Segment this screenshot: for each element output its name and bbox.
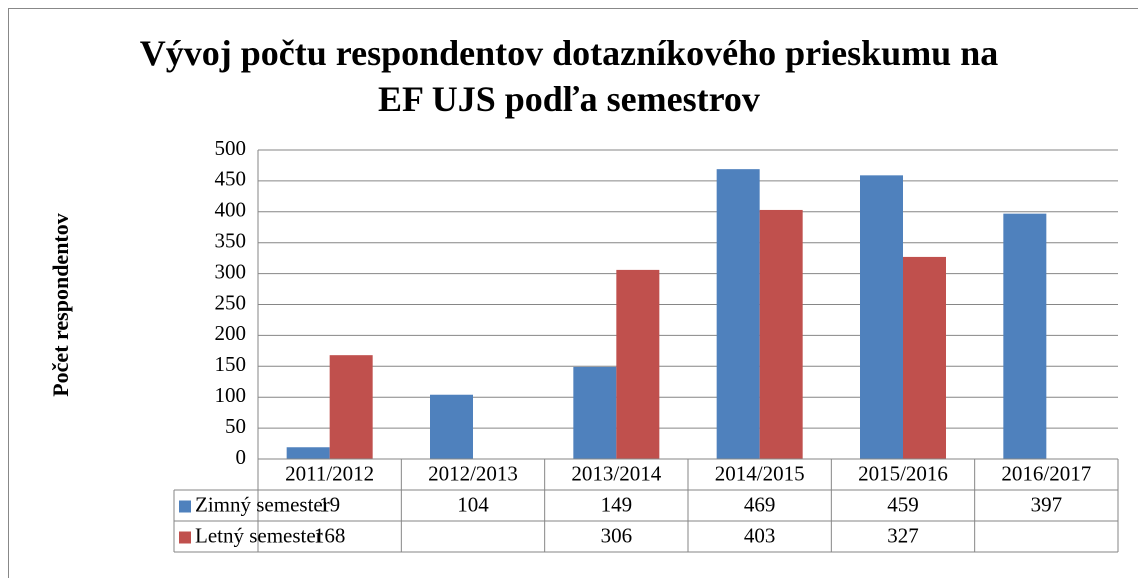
table-value: 469 bbox=[744, 492, 776, 516]
table-value: 403 bbox=[744, 523, 776, 547]
bar bbox=[573, 366, 617, 459]
y-tick-label: 500 bbox=[215, 136, 247, 160]
bar bbox=[430, 394, 473, 459]
bar bbox=[759, 209, 803, 459]
legend-label: Zimný semester bbox=[195, 492, 330, 516]
y-tick-label: 400 bbox=[215, 198, 247, 222]
legend-label: Letný semester bbox=[195, 523, 323, 547]
chart-title: Vývoj počtu respondentov dotazníkového p… bbox=[139, 33, 999, 119]
x-tick-label: 2012/2013 bbox=[428, 461, 518, 485]
y-tick-label: 250 bbox=[215, 290, 247, 314]
table-value: 104 bbox=[457, 492, 489, 516]
bar bbox=[1003, 213, 1047, 459]
legend-key bbox=[179, 500, 191, 513]
x-tick-label: 2011/2012 bbox=[285, 461, 374, 485]
table-value: 327 bbox=[887, 523, 919, 547]
y-tick-label: 200 bbox=[215, 321, 247, 345]
y-tick-label: 0 bbox=[236, 445, 247, 469]
bar bbox=[616, 269, 660, 459]
bar bbox=[903, 256, 946, 459]
table-value: 149 bbox=[601, 492, 633, 516]
bar bbox=[860, 175, 903, 459]
x-tick-label: 2016/2017 bbox=[1001, 461, 1091, 485]
table-value: 397 bbox=[1031, 492, 1063, 516]
bar bbox=[716, 169, 760, 459]
legend-key bbox=[179, 531, 191, 544]
table-value: 459 bbox=[887, 492, 919, 516]
table-value: 19 bbox=[319, 492, 340, 516]
bar bbox=[286, 447, 330, 459]
y-tick-label: 450 bbox=[215, 167, 247, 191]
x-tick-label: 2014/2015 bbox=[715, 461, 805, 485]
y-tick-label: 350 bbox=[215, 229, 247, 253]
y-tick-label: 300 bbox=[215, 259, 247, 283]
bar bbox=[329, 355, 373, 459]
y-tick-label: 50 bbox=[225, 414, 246, 438]
x-tick-label: 2013/2014 bbox=[571, 461, 661, 485]
x-tick-label: 2015/2016 bbox=[858, 461, 948, 485]
table-value: 306 bbox=[601, 523, 633, 547]
table-value: 168 bbox=[314, 523, 346, 547]
y-axis-label: Počet respondentov bbox=[48, 213, 73, 397]
y-tick-label: 150 bbox=[215, 352, 247, 376]
y-tick-label: 100 bbox=[215, 383, 247, 407]
frame bbox=[8, 8, 1138, 578]
